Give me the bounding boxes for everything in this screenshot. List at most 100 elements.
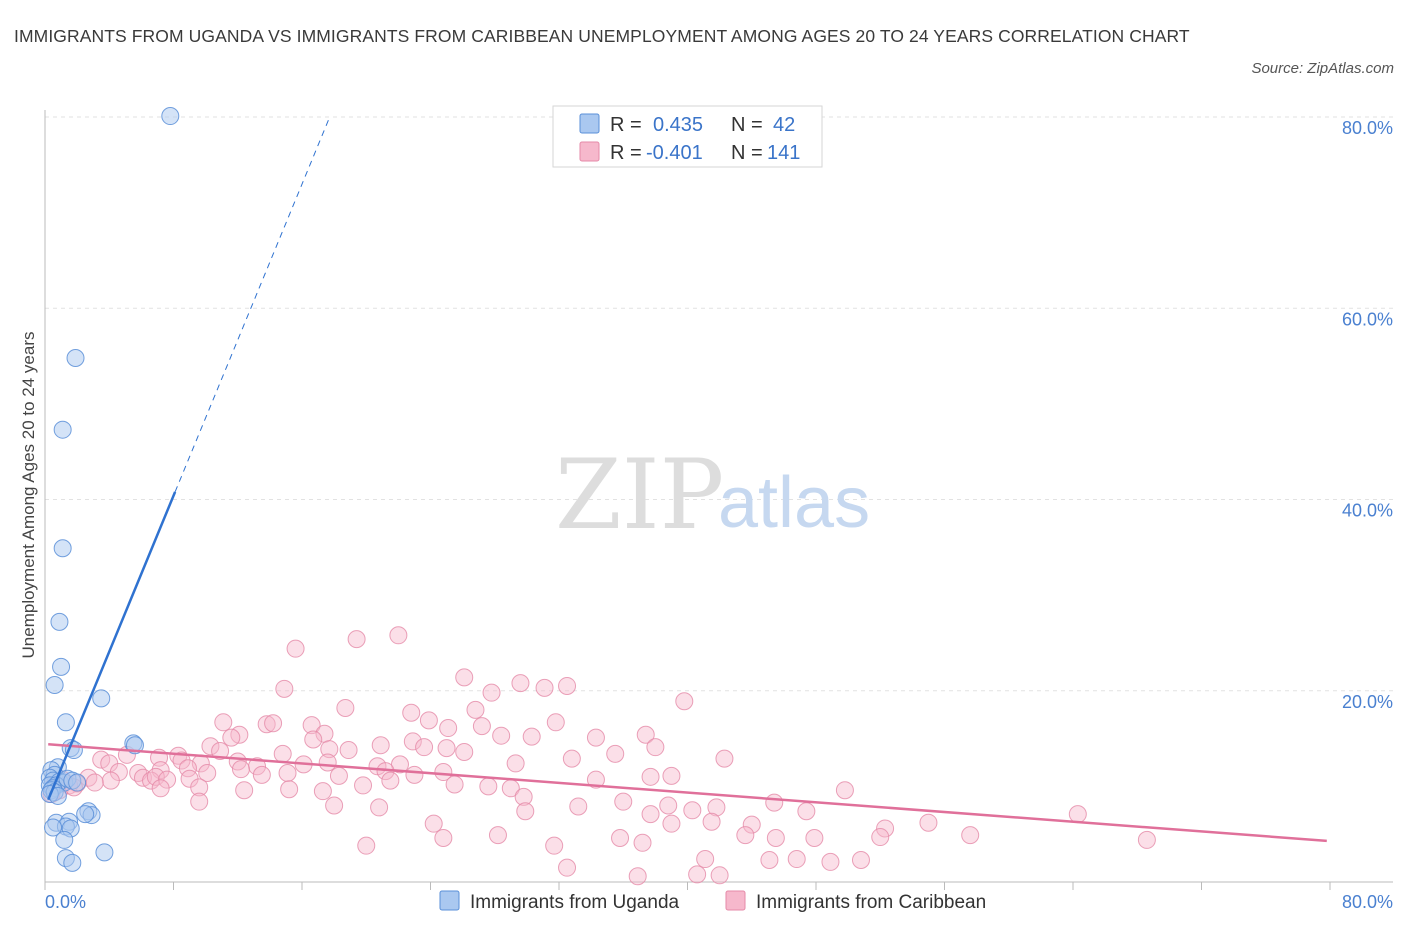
bottom-legend-caribbean-swatch bbox=[725, 890, 746, 911]
uganda-n-value: 42 bbox=[773, 114, 795, 136]
caribbean-point bbox=[151, 779, 170, 798]
caribbean-point bbox=[961, 826, 980, 845]
uganda-point bbox=[76, 805, 95, 824]
caribbean-point bbox=[190, 778, 209, 797]
caribbean-point bbox=[403, 732, 422, 751]
caribbean-point bbox=[696, 850, 715, 869]
caribbean-point bbox=[222, 728, 241, 747]
caribbean-point bbox=[419, 711, 438, 730]
uganda-swatch bbox=[579, 113, 600, 134]
caribbean-point bbox=[472, 717, 491, 736]
uganda-point bbox=[63, 853, 82, 872]
caribbean-point bbox=[231, 760, 250, 779]
uganda-point bbox=[68, 773, 87, 792]
caribbean-point bbox=[313, 782, 332, 801]
uganda-point bbox=[55, 830, 74, 849]
caribbean-point bbox=[415, 738, 434, 757]
caribbean-point bbox=[715, 749, 734, 768]
caribbean-point bbox=[736, 826, 755, 845]
caribbean-point bbox=[805, 829, 824, 848]
caribbean-point bbox=[434, 829, 453, 848]
uganda-point bbox=[50, 612, 69, 631]
caribbean-point bbox=[273, 744, 292, 763]
caribbean-point bbox=[1068, 805, 1087, 824]
stats-legend: R = 0.435 N = 42 R = -0.401 N = 141 bbox=[552, 105, 823, 168]
caribbean-point bbox=[876, 819, 895, 838]
caribbean-point bbox=[424, 814, 443, 833]
uganda-point bbox=[95, 843, 114, 862]
caribbean-point bbox=[357, 836, 376, 855]
bottom-legend-caribbean-label: Immigrants from Caribbean bbox=[756, 892, 986, 913]
caribbean-swatch bbox=[579, 141, 600, 162]
caribbean-point bbox=[336, 698, 355, 717]
caribbean-trend-line bbox=[48, 743, 1327, 843]
watermark-zip: ZIP bbox=[555, 439, 724, 551]
caribbean-point bbox=[797, 802, 816, 821]
caribbean-point bbox=[146, 767, 165, 786]
watermark-atlas: atlas bbox=[718, 463, 870, 543]
bottom-legend-uganda-swatch bbox=[439, 890, 460, 911]
caribbean-point bbox=[235, 781, 254, 800]
uganda-point bbox=[161, 107, 180, 126]
caribbean-point bbox=[434, 763, 453, 782]
caribbean-point bbox=[662, 814, 681, 833]
caribbean-point bbox=[562, 749, 581, 768]
uganda-point bbox=[92, 689, 111, 708]
caribbean-point bbox=[633, 833, 652, 852]
caribbean-point bbox=[659, 796, 678, 815]
chart-title: IMMIGRANTS FROM UGANDA VS IMMIGRANTS FRO… bbox=[14, 26, 1190, 46]
caribbean-point bbox=[101, 771, 120, 790]
caribbean-point bbox=[339, 741, 358, 760]
caribbean-point bbox=[558, 858, 577, 877]
trend-lines bbox=[47, 117, 1327, 843]
caribbean-point bbox=[710, 866, 729, 885]
caribbean-n-label: N = bbox=[731, 142, 763, 164]
caribbean-point bbox=[381, 771, 400, 790]
caribbean-point bbox=[683, 801, 702, 820]
caribbean-point bbox=[702, 812, 721, 831]
caribbean-point bbox=[214, 713, 233, 732]
caribbean-point bbox=[354, 776, 373, 795]
y-tick-label: 80.0% bbox=[1342, 118, 1393, 138]
caribbean-point bbox=[190, 792, 209, 811]
caribbean-point bbox=[628, 867, 647, 886]
caribbean-point bbox=[437, 739, 456, 758]
uganda-point bbox=[44, 818, 63, 837]
uganda-trend-extension bbox=[174, 117, 330, 493]
y-axis-label: Unemployment Among Ages 20 to 24 years bbox=[19, 332, 38, 659]
caribbean-point bbox=[304, 730, 323, 749]
caribbean-point bbox=[919, 813, 938, 832]
caribbean-point bbox=[479, 777, 498, 796]
caribbean-point bbox=[765, 793, 784, 812]
caribbean-point bbox=[516, 802, 535, 821]
caribbean-point bbox=[466, 700, 485, 719]
uganda-point bbox=[66, 348, 85, 367]
caribbean-point bbox=[371, 736, 390, 755]
caribbean-point bbox=[546, 713, 565, 732]
x-tick-labels: 0.0% 80.0% bbox=[45, 892, 1393, 912]
caribbean-point bbox=[257, 715, 276, 734]
caribbean-point bbox=[766, 829, 785, 848]
caribbean-point bbox=[402, 703, 421, 722]
caribbean-point bbox=[611, 829, 630, 848]
caribbean-point bbox=[286, 639, 305, 658]
caribbean-point bbox=[252, 765, 271, 784]
y-tick-labels: 20.0% 40.0% 60.0% 80.0% bbox=[1342, 118, 1393, 712]
uganda-r-label: R = bbox=[610, 114, 642, 136]
caribbean-point bbox=[545, 836, 564, 855]
caribbean-point bbox=[370, 798, 389, 817]
uganda-point bbox=[56, 713, 75, 732]
caribbean-point bbox=[535, 678, 554, 697]
axes bbox=[44, 110, 1393, 890]
caribbean-r-value: -0.401 bbox=[646, 142, 703, 164]
x-tick-label: 0.0% bbox=[45, 892, 86, 912]
y-tick-label: 20.0% bbox=[1342, 692, 1393, 712]
caribbean-point bbox=[636, 725, 655, 744]
caribbean-point bbox=[320, 740, 339, 759]
caribbean-point bbox=[835, 781, 854, 800]
caribbean-point bbox=[558, 676, 577, 695]
bottom-legend: Immigrants from Uganda Immigrants from C… bbox=[439, 890, 986, 913]
caribbean-point bbox=[1137, 830, 1156, 849]
caribbean-point bbox=[614, 792, 633, 811]
